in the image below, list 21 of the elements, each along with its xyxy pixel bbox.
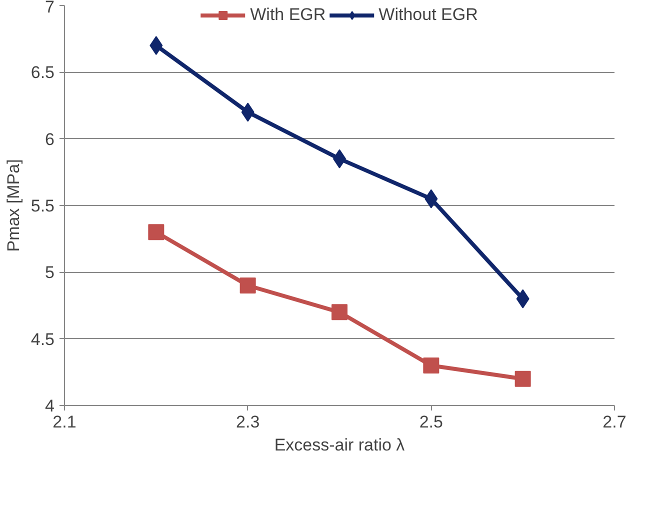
x-tick-label: 2.1 [52, 412, 76, 432]
y-tick-label: 4.5 [30, 330, 55, 349]
y-tick-label: 5.5 [30, 196, 55, 216]
x-axis-title: Excess-air ratio λ [274, 436, 406, 454]
y-tick-label: 7 [45, 0, 55, 16]
point [148, 224, 164, 240]
point [332, 304, 348, 320]
x-tick-label: 2.7 [602, 412, 626, 432]
legend-label: With EGR [250, 5, 326, 25]
y-tick-label: 5 [45, 263, 55, 282]
y-tick-label: 6 [45, 130, 55, 149]
x-tick-label: 2.5 [419, 412, 443, 432]
legend-label: Without EGR [378, 5, 478, 25]
x-tick-label: 2.3 [236, 412, 260, 432]
point [514, 370, 531, 387]
point [423, 358, 440, 374]
y-tick-label: 4 [45, 396, 55, 416]
point [150, 36, 163, 55]
y-axis-title: Pmax [MPa] [4, 159, 23, 252]
point [240, 278, 256, 294]
y-tick-label: 6.5 [30, 63, 55, 82]
